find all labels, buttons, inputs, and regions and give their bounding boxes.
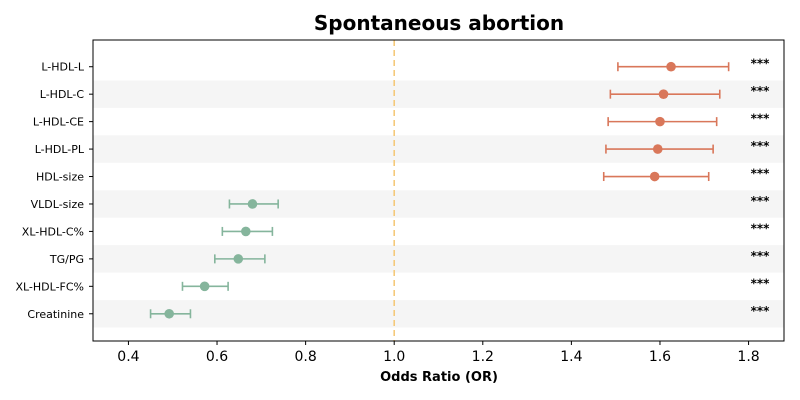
significance-label: *** (751, 57, 771, 71)
category-label: L-HDL-C (40, 88, 85, 101)
category-label: XL-HDL-C% (22, 225, 84, 238)
significance-label: *** (751, 139, 771, 153)
row-band (93, 190, 784, 218)
x-tick-label: 0.8 (294, 349, 316, 365)
or-point (658, 89, 669, 99)
forest-row (221, 226, 274, 237)
x-axis-label: Odds Ratio (OR) (380, 370, 498, 385)
x-tick-label: 0.4 (117, 349, 139, 365)
forest-row (228, 199, 279, 209)
category-label: VLDL-size (31, 198, 85, 211)
significance-labels: *** *** *** *** *** *** *** *** *** *** (751, 57, 771, 318)
category-label: XL-HDL-FC% (15, 280, 84, 293)
x-tick-label: 1.0 (383, 349, 405, 365)
or-point (199, 281, 210, 292)
forest-row (609, 89, 721, 99)
significance-label: *** (751, 84, 771, 98)
forest-row (181, 281, 229, 292)
x-axis: 0.4 0.6 0.8 1.0 1.2 1.4 1.6 1.8 (117, 341, 760, 365)
category-label: L-HDL-PL (35, 143, 85, 156)
significance-label: *** (751, 221, 771, 235)
or-point (652, 144, 663, 154)
or-point (241, 226, 251, 237)
category-label: L-HDL-L (41, 61, 85, 74)
significance-label: *** (751, 276, 771, 290)
row-band (93, 300, 784, 328)
forest-row (607, 116, 718, 127)
x-tick-label: 1.2 (472, 349, 494, 365)
forest-row (617, 61, 730, 72)
or-point (655, 116, 665, 127)
forest-row (605, 144, 714, 154)
chart-title: Spontaneous abortion (314, 11, 564, 35)
category-label: HDL-size (36, 171, 84, 184)
category-label: TG/PG (49, 253, 84, 266)
forest-row (602, 171, 710, 182)
plot-frame (92, 39, 785, 342)
x-tick-label: 0.6 (206, 349, 228, 365)
or-point (666, 61, 676, 72)
x-tick-label: 1.8 (737, 349, 759, 365)
category-label: L-HDL-CE (33, 116, 84, 129)
x-tick-label: 1.6 (649, 349, 671, 365)
data-marks (149, 61, 730, 319)
x-tick-label: 1.4 (560, 349, 582, 365)
significance-label: *** (751, 194, 771, 208)
significance-label: *** (751, 249, 771, 263)
row-band (93, 245, 784, 273)
significance-label: *** (751, 112, 771, 126)
significance-label: *** (751, 304, 771, 318)
forest-row (149, 308, 192, 319)
forest-row (214, 254, 266, 264)
or-point (649, 171, 660, 182)
category-label: Creatinine (27, 308, 84, 321)
row-bands (93, 80, 784, 328)
or-point (233, 254, 244, 264)
category-labels: L-HDL-L L-HDL-C L-HDL-CE L-HDL-PL HDL-size VL… (15, 61, 93, 321)
or-point (164, 308, 174, 319)
or-point (247, 199, 258, 209)
significance-label: *** (751, 167, 771, 181)
